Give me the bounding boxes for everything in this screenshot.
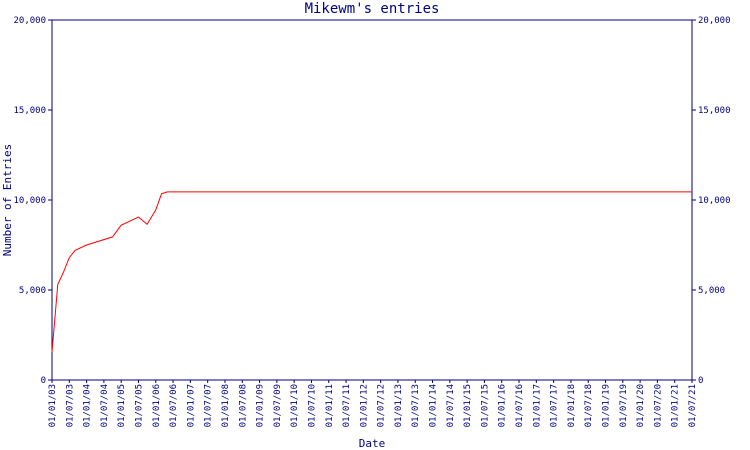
x-tick-label: 01/07/18	[584, 384, 594, 427]
y-tick-label: 15,000	[13, 106, 46, 116]
x-tick-label: 01/01/07	[186, 384, 196, 427]
x-tick-label: 01/01/13	[394, 384, 404, 427]
y2-tick-label: 0	[698, 376, 703, 386]
x-tick-label: 01/07/03	[65, 384, 75, 427]
x-tick-label: 01/07/08	[238, 384, 248, 427]
x-tick-label: 01/07/06	[169, 384, 179, 427]
x-tick-label: 01/01/10	[290, 384, 300, 427]
x-tick-label: 01/07/20	[653, 384, 663, 427]
y-tick-label: 5,000	[19, 286, 46, 296]
y-axis-title: Number of Entries	[1, 144, 14, 257]
x-tick-label: 01/01/21	[671, 384, 681, 427]
x-tick-label: 01/01/15	[463, 384, 473, 427]
x-tick-label: 01/07/11	[342, 384, 352, 427]
x-tick-label: 01/01/14	[429, 384, 439, 427]
y-tick-label: 20,000	[13, 16, 46, 26]
x-tick-label: 01/01/19	[602, 384, 612, 427]
x-tick-label: 01/07/09	[273, 384, 283, 427]
x-axis-title: Date	[359, 437, 386, 450]
x-tick-label: 01/01/09	[256, 384, 266, 427]
x-tick-label: 01/01/08	[221, 384, 231, 427]
plot-frame	[51, 19, 693, 381]
x-tick-label: 01/07/10	[307, 384, 317, 427]
x-tick-label: 01/07/14	[446, 384, 456, 427]
x-tick-label: 01/07/21	[688, 384, 698, 427]
y2-tick-label: 10,000	[698, 196, 731, 206]
y2-tick-label: 20,000	[698, 16, 731, 26]
y2-tick-label: 5,000	[698, 286, 725, 296]
x-tick-label: 01/01/12	[359, 384, 369, 427]
x-tick-label: 01/01/03	[48, 384, 58, 427]
x-tick-label: 01/01/17	[532, 384, 542, 427]
x-tick-label: 01/01/05	[117, 384, 127, 427]
x-tick-label: 01/07/19	[619, 384, 629, 427]
x-tick-label: 01/07/05	[134, 384, 144, 427]
x-tick-label: 01/01/04	[83, 384, 93, 427]
x-tick-label: 01/07/15	[480, 384, 490, 427]
chart-title: Mikewm's entries	[305, 1, 440, 17]
x-tick-label: 01/07/16	[515, 384, 525, 427]
data-line	[51, 191, 692, 353]
x-tick-label: 01/01/18	[567, 384, 577, 427]
x-tick-label: 01/07/13	[411, 384, 421, 427]
y-tick-label: 10,000	[13, 196, 46, 206]
x-tick-label: 01/01/06	[152, 384, 162, 427]
x-tick-label: 01/07/04	[100, 384, 110, 427]
y2-tick-label: 15,000	[698, 106, 731, 116]
x-tick-label: 01/07/12	[377, 384, 387, 427]
x-tick-label: 01/01/11	[325, 384, 335, 427]
y-tick-label: 0	[41, 376, 46, 386]
x-tick-label: 01/01/20	[636, 384, 646, 427]
x-tick-label: 01/01/16	[498, 384, 508, 427]
x-tick-label: 01/07/07	[204, 384, 214, 427]
x-tick-label: 01/07/17	[550, 384, 560, 427]
